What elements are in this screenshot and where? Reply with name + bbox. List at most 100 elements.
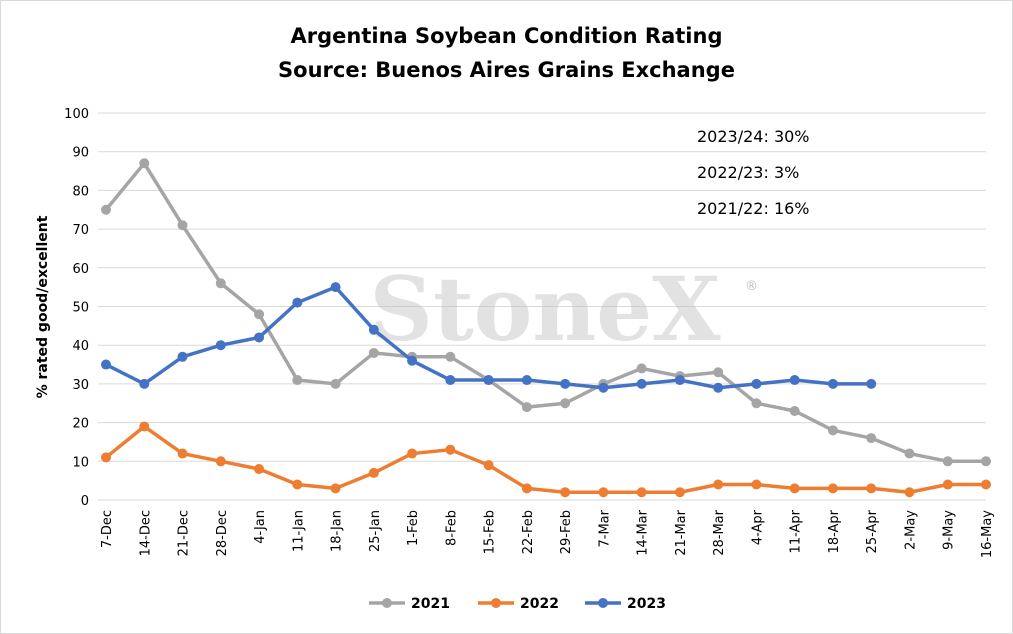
- series-2022-point: [521, 483, 532, 494]
- series-2022-point: [981, 479, 991, 490]
- x-tick-label: 11-Apr: [789, 509, 804, 553]
- series-2023-point: [215, 340, 226, 351]
- y-tick-label: 50: [72, 301, 89, 316]
- y-tick-label: 70: [72, 223, 89, 238]
- series-2021-point: [751, 398, 762, 409]
- series-2023-point: [368, 324, 379, 335]
- series-2022: [101, 421, 991, 498]
- legend-item-2022: 2022: [478, 596, 559, 612]
- y-tick-label: 20: [72, 417, 89, 432]
- series-2022-line: [104, 424, 986, 495]
- legend-label: 2022: [520, 596, 559, 612]
- series-2023-point: [713, 382, 724, 393]
- x-tick-label: 21-Dec: [177, 510, 192, 556]
- legend-swatch-marker: [382, 598, 392, 608]
- x-tick-label: 28-Mar: [712, 509, 727, 555]
- series-2022-point: [674, 487, 685, 498]
- series-2021-point: [368, 347, 379, 358]
- x-axis-ticks: 7-Dec 14-Dec 21-Dec 28-Dec 4-Jan 11-Jan 18-Jan…: [100, 509, 995, 558]
- series-2022-point: [101, 452, 111, 463]
- annotation-2022-23: 2022/23: 3%: [697, 163, 799, 182]
- series-2023-point: [521, 375, 532, 386]
- x-tick-label: 9-May: [942, 510, 957, 550]
- y-tick-label: 40: [72, 339, 89, 354]
- stonex-watermark: StoneX: [369, 257, 721, 361]
- series-2022-point: [330, 483, 341, 494]
- series-2021-point: [636, 363, 647, 374]
- x-tick-label: 25-Jan: [368, 510, 383, 552]
- series-2022-point: [177, 448, 188, 459]
- series-2023-point: [827, 378, 838, 389]
- series-2023-point: [254, 332, 265, 343]
- series-lines: [101, 158, 991, 498]
- x-tick-label: 7-Mar: [597, 509, 612, 547]
- series-2023-point: [407, 355, 418, 366]
- series-2022-point: [292, 479, 303, 490]
- series-2022-point: [254, 464, 265, 475]
- x-tick-label: 18-Apr: [827, 509, 842, 553]
- legend-swatch-marker: [491, 598, 501, 608]
- series-2021-point: [560, 398, 571, 409]
- y-tick-label: 0: [81, 494, 89, 509]
- series-2023: [101, 282, 877, 393]
- series-2021-point: [292, 375, 303, 386]
- x-tick-label: 22-Feb: [521, 510, 536, 554]
- series-2023-point: [866, 378, 877, 389]
- series-2021-point: [713, 367, 724, 378]
- series-2023-point: [330, 282, 341, 293]
- series-2023-point: [560, 378, 571, 389]
- x-tick-label: 14-Dec: [138, 510, 153, 556]
- x-tick-label: 4-Apr: [750, 509, 765, 545]
- series-2021-point: [177, 220, 188, 231]
- x-tick-label: 14-Mar: [636, 509, 651, 555]
- legend-swatch-marker: [598, 598, 608, 608]
- series-2022-point: [713, 479, 724, 490]
- x-tick-label: 8-Feb: [444, 510, 459, 546]
- series-2023-point: [674, 375, 685, 386]
- series-2022-point: [407, 448, 418, 459]
- series-2022-point: [560, 487, 571, 498]
- series-2023-point: [139, 378, 150, 389]
- y-tick-label: 30: [72, 378, 89, 393]
- series-2021-point: [445, 351, 456, 362]
- series-2022-point: [827, 483, 838, 494]
- series-2022-point: [942, 479, 953, 490]
- series-2022-point: [215, 456, 226, 467]
- x-tick-label: 18-Jan: [330, 510, 345, 552]
- x-tick-label: 2-May: [903, 510, 918, 550]
- watermark-registered-mark: ®: [745, 279, 758, 294]
- series-2021-point: [827, 425, 838, 436]
- x-tick-label: 25-Apr: [865, 509, 880, 553]
- series-2023-point: [483, 375, 494, 386]
- series-2021-point: [904, 448, 915, 459]
- series-2021-point: [101, 204, 111, 215]
- legend: 2021 2022 2023: [369, 596, 666, 612]
- x-tick-label: 1-Feb: [406, 510, 421, 546]
- legend-label: 2023: [627, 596, 666, 612]
- series-2022-point: [904, 487, 915, 498]
- series-2021: [101, 158, 991, 467]
- series-2023-point: [292, 297, 303, 308]
- series-2023-point: [177, 351, 188, 362]
- x-tick-label: 4-Jan: [253, 510, 268, 544]
- y-tick-label: 90: [72, 146, 89, 161]
- legend-label: 2021: [411, 596, 450, 612]
- x-tick-label: 29-Feb: [559, 510, 574, 554]
- x-tick-label: 28-Dec: [215, 510, 230, 556]
- series-2021-point: [215, 278, 226, 289]
- series-2023-point: [751, 378, 762, 389]
- x-tick-label: 21-Mar: [674, 509, 689, 555]
- y-tick-label: 10: [72, 455, 89, 470]
- series-2023-point: [598, 382, 609, 393]
- series-2021-point: [789, 405, 800, 416]
- annotation-2023-24: 2023/24: 30%: [697, 127, 810, 146]
- series-2023-point: [636, 378, 647, 389]
- series-2023-point: [445, 375, 456, 386]
- series-2021-point: [330, 378, 341, 389]
- series-2023-point: [789, 375, 800, 386]
- legend-item-2021: 2021: [369, 596, 450, 612]
- y-tick-label: 80: [72, 184, 89, 199]
- series-2023-point: [101, 359, 111, 370]
- series-2022-point: [445, 444, 456, 455]
